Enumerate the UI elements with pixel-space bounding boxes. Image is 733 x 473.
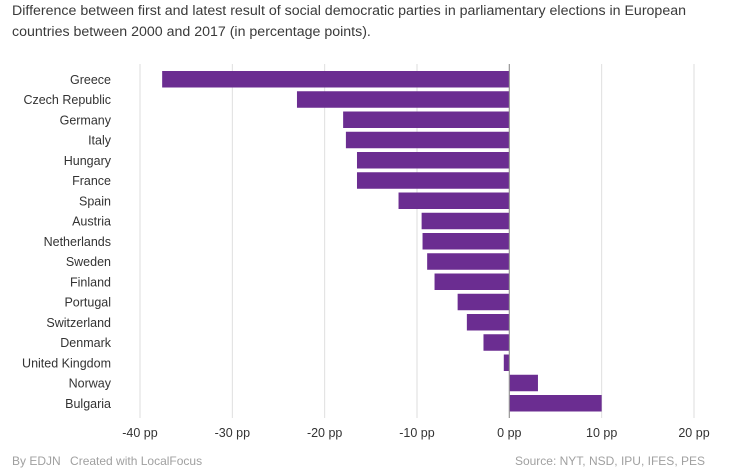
bar-france[interactable] (356, 172, 510, 189)
x-tick-label: 10 pp (586, 426, 617, 440)
category-label: Switzerland (46, 316, 111, 330)
bar-portugal[interactable] (457, 293, 510, 311)
x-tick-label: -40 pp (122, 426, 157, 440)
category-label: Bulgaria (65, 397, 111, 411)
category-label: Greece (70, 73, 111, 87)
category-label: France (72, 174, 111, 188)
x-tick-label: -30 pp (215, 426, 250, 440)
bar-united-kingdom[interactable] (503, 354, 510, 372)
bar-netherlands[interactable] (422, 233, 510, 250)
category-label: Spain (79, 194, 111, 208)
gridlines (139, 64, 695, 418)
category-label: Sweden (66, 255, 111, 269)
chart-title: Difference between first and latest resu… (12, 3, 686, 40)
x-tick-label: 20 pp (678, 426, 709, 440)
bar-spain[interactable] (398, 192, 510, 210)
x-tick-label: -20 pp (307, 426, 342, 440)
category-label: Czech Republic (23, 93, 111, 107)
bar-norway[interactable] (509, 374, 538, 392)
category-labels: Greece Czech Republic Germany Italy Hungary F… (22, 73, 112, 411)
category-label: Denmark (60, 336, 111, 350)
bar-bulgaria[interactable] (509, 395, 602, 412)
created-with-link[interactable]: Created with LocalFocus (70, 454, 203, 468)
x-tick-label: 0 pp (497, 426, 521, 440)
bar-sweden[interactable] (427, 253, 510, 270)
category-label: Portugal (64, 296, 111, 310)
category-label: Netherlands (44, 235, 111, 249)
bar-hungary[interactable] (356, 152, 510, 169)
category-label: Italy (88, 134, 112, 148)
bar-austria[interactable] (421, 212, 510, 230)
bar-finland[interactable] (434, 273, 510, 291)
source-note: Source: NYT, NSD, IPU, IFES, PES (514, 454, 705, 468)
bar-italy[interactable] (345, 131, 510, 149)
bars (162, 71, 602, 412)
footer-credits: By EDJN Created with LocalFocus (12, 454, 208, 468)
bar-czech-republic[interactable] (296, 91, 510, 108)
bar-greece[interactable] (162, 71, 510, 88)
x-axis-tick-labels: -40 pp -30 pp -20 pp -10 pp 0 pp 10 pp 20 pp (122, 426, 709, 440)
category-label: United Kingdom (22, 356, 111, 370)
category-label: Hungary (64, 154, 112, 168)
category-label: Germany (60, 113, 112, 127)
category-label: Norway (69, 377, 112, 391)
x-tick-label: -10 pp (399, 426, 434, 440)
bar-switzerland[interactable] (466, 314, 510, 331)
bar-germany[interactable] (343, 111, 510, 129)
bar-denmark[interactable] (483, 334, 510, 351)
category-label: Finland (70, 275, 111, 289)
category-label: Austria (72, 215, 111, 229)
byline: By EDJN (12, 454, 61, 468)
